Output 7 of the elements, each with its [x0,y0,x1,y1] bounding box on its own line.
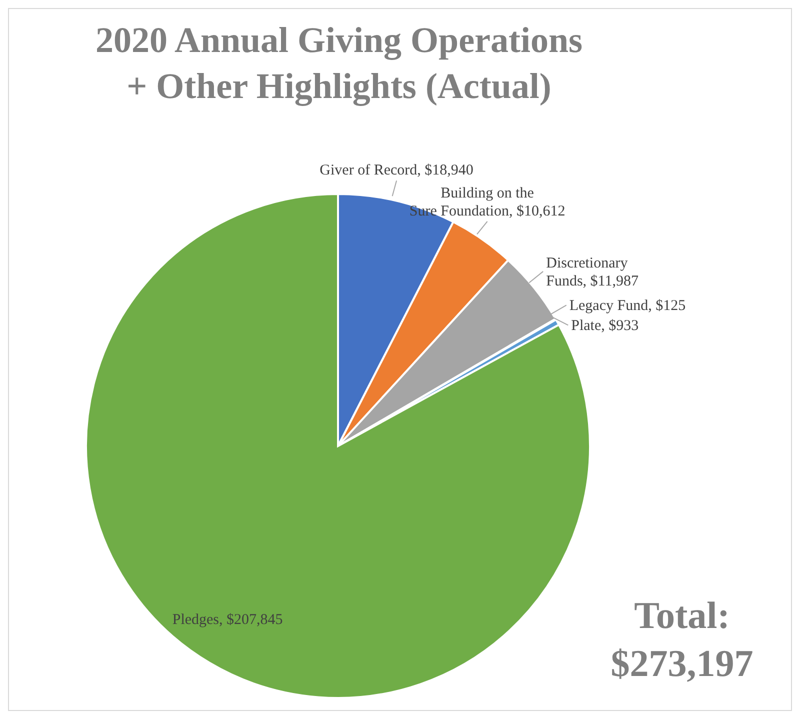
slice-label: Plate, $933 [571,318,639,334]
slice-label: Pledges, $207,845 [172,612,283,628]
chart-title: 2020 Annual Giving Operations + Other Highlights (Actual) [94,19,584,108]
text: Total: $273,197 [610,594,754,687]
slice-label: Discretionary Funds, $11,987 [546,255,639,290]
slice-label: Giver of Record, $18,940 [320,162,474,179]
slice-label: Legacy Fund, $125 [569,298,686,314]
